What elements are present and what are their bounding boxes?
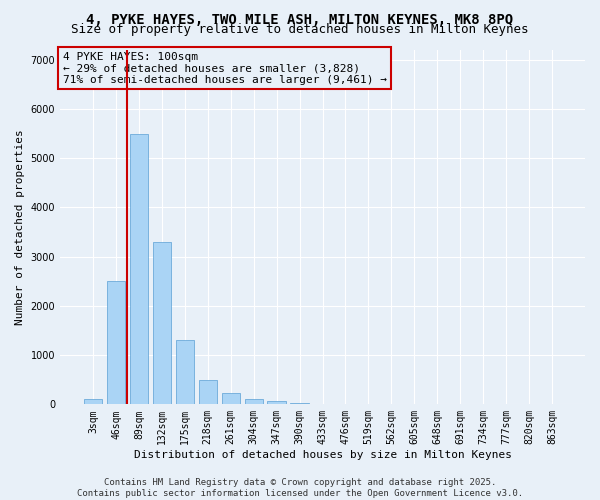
Text: 4 PYKE HAYES: 100sqm
← 29% of detached houses are smaller (3,828)
71% of semi-de: 4 PYKE HAYES: 100sqm ← 29% of detached h… bbox=[62, 52, 386, 85]
Bar bbox=[107, 282, 125, 405]
Bar bbox=[199, 380, 217, 404]
Bar bbox=[176, 340, 194, 404]
Bar bbox=[153, 242, 171, 404]
X-axis label: Distribution of detached houses by size in Milton Keynes: Distribution of detached houses by size … bbox=[134, 450, 512, 460]
Bar bbox=[221, 393, 240, 404]
Text: 4, PYKE HAYES, TWO MILE ASH, MILTON KEYNES, MK8 8PQ: 4, PYKE HAYES, TWO MILE ASH, MILTON KEYN… bbox=[86, 12, 514, 26]
Bar bbox=[130, 134, 148, 404]
Text: Contains HM Land Registry data © Crown copyright and database right 2025.
Contai: Contains HM Land Registry data © Crown c… bbox=[77, 478, 523, 498]
Bar bbox=[84, 400, 102, 404]
Y-axis label: Number of detached properties: Number of detached properties bbox=[15, 130, 25, 325]
Bar bbox=[245, 400, 263, 404]
Bar bbox=[268, 401, 286, 404]
Bar bbox=[290, 403, 309, 404]
Text: Size of property relative to detached houses in Milton Keynes: Size of property relative to detached ho… bbox=[71, 22, 529, 36]
